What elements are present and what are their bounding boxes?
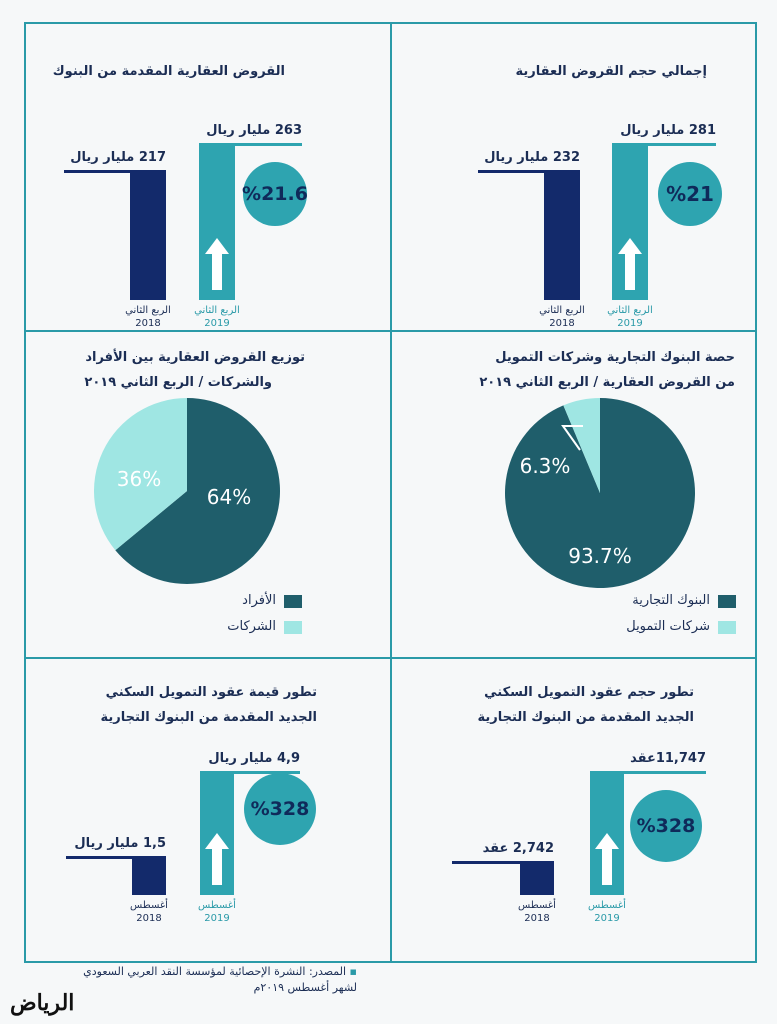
p1-change-circle: %21 [658,162,722,226]
panel3-legend-label-0: البنوك التجارية [632,593,710,608]
p5-bar-0 [520,863,554,895]
panel5-title-line2: الجديد المقدمة من البنوك التجارية [477,710,694,725]
p5-category-1-line2: 2019 [594,913,620,924]
panel3-title-line1: حصة البنوك التجارية وشركات التمويل [495,350,735,365]
p1-category-1-line1: الربع الثاني [607,305,653,316]
p5-bar-1-leader-line [590,771,706,774]
panel3-slice-label-1: 6.3% [520,454,571,478]
panel3-slice-1 [563,398,600,493]
p1-category-0: الربع الثاني 2018 [524,304,600,330]
p2-value-label-0: 217 مليار ريال [70,150,166,165]
p5-category-1: أغسطس 2019 [570,899,644,925]
p1-bar-0-leader-line [478,170,580,173]
p5-bar-0-leader-line [452,861,554,864]
panel4-title-line2: والشركات / الربع الثاني ٢٠١٩ [84,375,272,390]
panel6-title-line2: الجديد المقدمة من البنوك التجارية [100,710,317,725]
panel3-legend-swatch-0 [718,595,736,608]
p5-value-label-1: 11,747عقد [630,751,706,766]
p6-category-0-line1: أغسطس [130,900,168,911]
p2-value-label-1: 263 مليار ريال [206,123,302,138]
panel3-callout-line [561,425,583,451]
p1-bar-1-leader-line [612,143,716,146]
panel5-title-line1: تطور حجم عقود التمويل السكني [484,685,694,700]
panel4-legend-swatch-0 [284,595,302,608]
p2-bar-0 [130,172,166,300]
p6-value-label-1: 4,9 مليار ريال [208,751,300,766]
source-note: ▪ المصدر: النشرة الإحصائية لمؤسسة النقد … [83,964,357,996]
p6-change-circle: %328 [244,773,316,845]
panel4-legend-label-1: الشركات [227,619,276,634]
panel3-legend-label-1: شركات التمويل [626,619,710,634]
bullet-icon: ▪ [346,965,357,978]
p6-category-1: أغسطس 2019 [180,899,254,925]
p6-bar-0-leader-line [66,856,166,859]
p1-category-0-line2: 2018 [549,318,575,329]
panel4-slice-label-1: 36% [117,467,161,491]
panel4-slice-0 [115,398,280,584]
p1-category-1: الربع الثاني 2019 [592,304,668,330]
panel4-legend-swatch-1 [284,621,302,634]
panel4-title-line1: توزيع القروض العقارية بين الأفراد [85,350,305,365]
divider-center [390,22,392,963]
p2-category-1-line2: 2019 [204,318,230,329]
p6-up-arrow-icon [205,833,229,885]
p2-bar-0-leader-line [64,170,166,173]
p5-value-label-0: 2,742 عقد [482,841,554,856]
source-line2: لشهر أغسطس ٢٠١٩م [253,981,357,994]
p2-up-arrow-icon [205,238,229,290]
p2-category-0-line2: 2018 [135,318,161,329]
panel3-title-line2: من القروض العقارية / الربع الثاني ٢٠١٩ [479,375,735,390]
p6-bar-1-leader-line [200,771,300,774]
p1-up-arrow-icon [618,238,642,290]
p1-category-1-line2: 2019 [617,318,643,329]
p2-category-1: الربع الثاني 2019 [179,304,255,330]
panel4-pie-chart: 64% 36% [94,398,280,584]
p6-category-1-line1: أغسطس [198,900,236,911]
p5-category-1-line1: أغسطس [588,900,626,911]
logo: الرياض [10,990,75,1016]
p1-value-label-0: 232 مليار ريال [484,150,580,165]
p5-category-0: أغسطس 2018 [500,899,574,925]
panel2-title: القروض العقارية المقدمة من البنوك [52,64,285,79]
panel3-slice-label-0: 93.7% [568,544,632,568]
p6-category-1-line2: 2019 [204,913,230,924]
p5-up-arrow-icon [595,833,619,885]
panel4-slice-1 [94,398,187,551]
p2-category-0: الربع الثاني 2018 [110,304,186,330]
p5-change-circle: %328 [630,790,702,862]
p2-change-circle: %21.6 [242,162,308,226]
p1-category-0-line1: الربع الثاني [539,305,585,316]
panel6-title-line1: تطور قيمة عقود التمويل السكني [105,685,317,700]
p6-category-0-line2: 2018 [136,913,162,924]
panel3-legend-swatch-1 [718,621,736,634]
p2-category-0-line1: الربع الثاني [125,305,171,316]
p2-category-1-line1: الربع الثاني [194,305,240,316]
p2-bar-1-leader-line [199,143,302,146]
p5-category-0-line1: أغسطس [518,900,556,911]
panel4-legend-label-0: الأفراد [242,593,276,608]
source-line1: المصدر: النشرة الإحصائية لمؤسسة النقد ال… [83,965,347,978]
p6-value-label-0: 1,5 مليار ريال [74,836,166,851]
p6-bar-0 [132,858,166,895]
p1-value-label-1: 281 مليار ريال [620,123,716,138]
p6-category-0: أغسطس 2018 [112,899,186,925]
p1-bar-0 [544,172,580,300]
p5-category-0-line2: 2018 [524,913,550,924]
panel1-title: إجمالي حجم القروض العقارية [515,64,707,79]
panel3-pie-chart: 93.7% 6.3% [505,398,695,588]
panel4-slice-label-0: 64% [207,485,251,509]
